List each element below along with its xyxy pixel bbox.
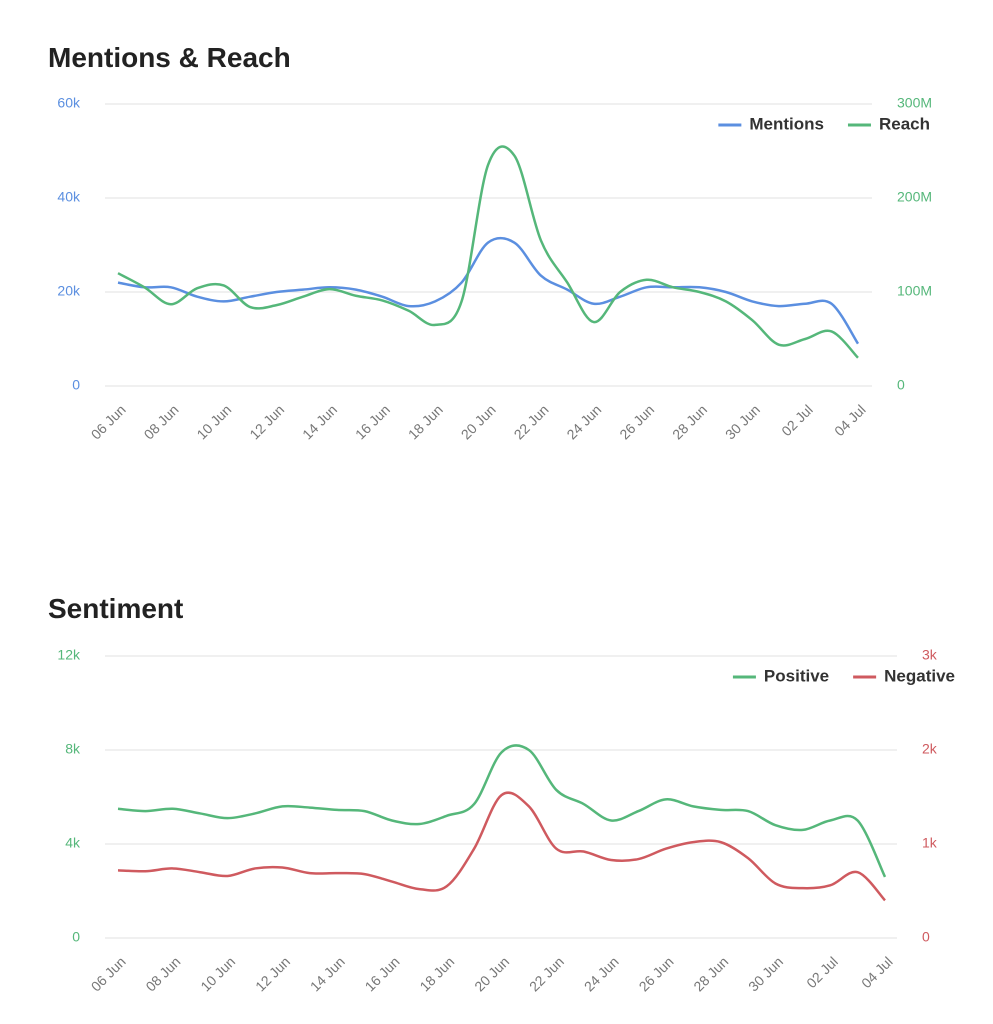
y-tick-label: 8k [65, 741, 81, 757]
x-tick-label: 16 Jun [352, 401, 393, 442]
x-tick-label: 26 Jun [636, 953, 677, 994]
x-tick-label: 28 Jun [669, 401, 710, 442]
x-tick-label: 24 Jun [563, 401, 604, 442]
y-tick-label: 40k [57, 189, 81, 205]
y-tick-label: 12k [57, 647, 81, 663]
x-tick-label: 08 Jun [142, 953, 183, 994]
chart-title: Mentions & Reach [48, 42, 291, 73]
x-tick-label: 10 Jun [193, 401, 234, 442]
legend-label: Mentions [749, 114, 824, 133]
x-tick-label: 28 Jun [690, 953, 731, 994]
y2-tick-label: 1k [922, 835, 938, 851]
x-tick-label: 04 Jul [831, 401, 869, 439]
x-tick-label: 22 Jun [526, 953, 567, 994]
x-tick-label: 16 Jun [362, 953, 403, 994]
series-line [117, 145, 859, 359]
x-tick-label: 08 Jun [141, 401, 182, 442]
y2-tick-label: 0 [897, 377, 905, 393]
y-tick-label: 4k [65, 835, 81, 851]
x-tick-label: 20 Jun [458, 401, 499, 442]
legend-label: Reach [879, 114, 930, 133]
y-tick-label: 0 [72, 929, 80, 945]
x-tick-label: 20 Jun [471, 953, 512, 994]
x-tick-label: 22 Jun [511, 401, 552, 442]
y-tick-label: 60k [57, 95, 81, 111]
y2-tick-label: 2k [922, 741, 938, 757]
y2-tick-label: 0 [922, 929, 930, 945]
chart-title: Sentiment [48, 593, 183, 624]
x-tick-label: 30 Jun [745, 953, 786, 994]
x-tick-label: 18 Jun [405, 401, 446, 442]
x-tick-label: 12 Jun [252, 953, 293, 994]
series-line [117, 744, 887, 878]
y-tick-label: 20k [57, 283, 81, 299]
x-tick-label: 06 Jun [88, 401, 129, 442]
x-tick-label: 26 Jun [616, 401, 657, 442]
x-tick-label: 30 Jun [722, 401, 763, 442]
x-tick-label: 06 Jun [88, 953, 129, 994]
x-tick-label: 02 Jul [803, 953, 841, 991]
y2-tick-label: 3k [922, 647, 938, 663]
x-tick-label: 24 Jun [581, 953, 622, 994]
y2-tick-label: 200M [897, 189, 932, 205]
chart: Mentions & Reach 0 20k 40k 60k 0 100M 200M 300M 0… [48, 42, 932, 442]
y2-tick-label: 100M [897, 283, 932, 299]
x-tick-label: 04 Jul [858, 953, 896, 991]
chart: Sentiment 0 4k 8k 12k 0 1k 2k 3k 06 Jun 08 Jun 10 J… [48, 593, 955, 994]
y2-tick-label: 300M [897, 95, 932, 111]
x-tick-label: 14 Jun [307, 953, 348, 994]
legend-label: Negative [884, 666, 955, 685]
x-tick-label: 18 Jun [416, 953, 457, 994]
x-tick-label: 02 Jul [778, 401, 816, 439]
series-line [117, 791, 886, 902]
x-tick-label: 10 Jun [197, 953, 238, 994]
x-tick-label: 14 Jun [299, 401, 340, 442]
x-tick-label: 12 Jun [246, 401, 287, 442]
series-line [117, 236, 860, 345]
legend-label: Positive [764, 666, 829, 685]
y-tick-label: 0 [72, 377, 80, 393]
